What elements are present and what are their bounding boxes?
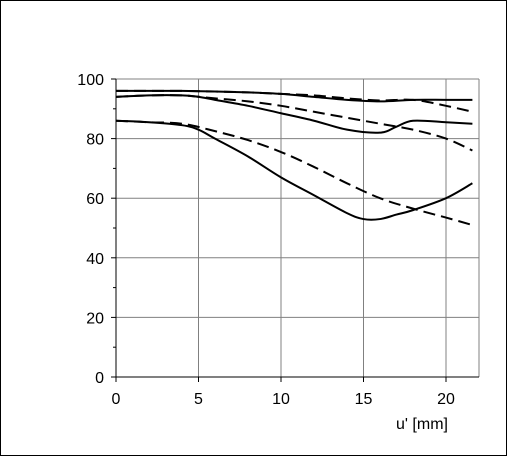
y-tick-label-60: 60 (86, 191, 104, 208)
series-line-4-dashed (115, 94, 473, 152)
x-tick-label-15: 15 (355, 391, 373, 408)
series-line-3-solid (115, 94, 473, 134)
y-tick-label-80: 80 (86, 132, 104, 149)
y-tick-label-20: 20 (86, 310, 104, 327)
x-tick-label-0: 0 (112, 391, 121, 408)
x-tick-label-5: 5 (194, 391, 203, 408)
x-tick-label-20: 20 (437, 391, 455, 408)
series-line-5-solid (115, 119, 473, 221)
y-tick-label-40: 40 (86, 251, 104, 268)
y-tick-label-100: 100 (77, 72, 104, 89)
series-line-2-dashed (115, 89, 473, 113)
y-tick-label-0: 0 (95, 370, 104, 387)
x-axis-label: u' [mm] (396, 416, 448, 433)
series-line-6-dashed (115, 119, 473, 226)
x-tick-label-10: 10 (272, 391, 290, 408)
axes (111, 78, 479, 382)
series-group (115, 89, 473, 226)
tick-labels: 0 20 40 60 80 100 0 5 10 15 20 (77, 72, 455, 408)
